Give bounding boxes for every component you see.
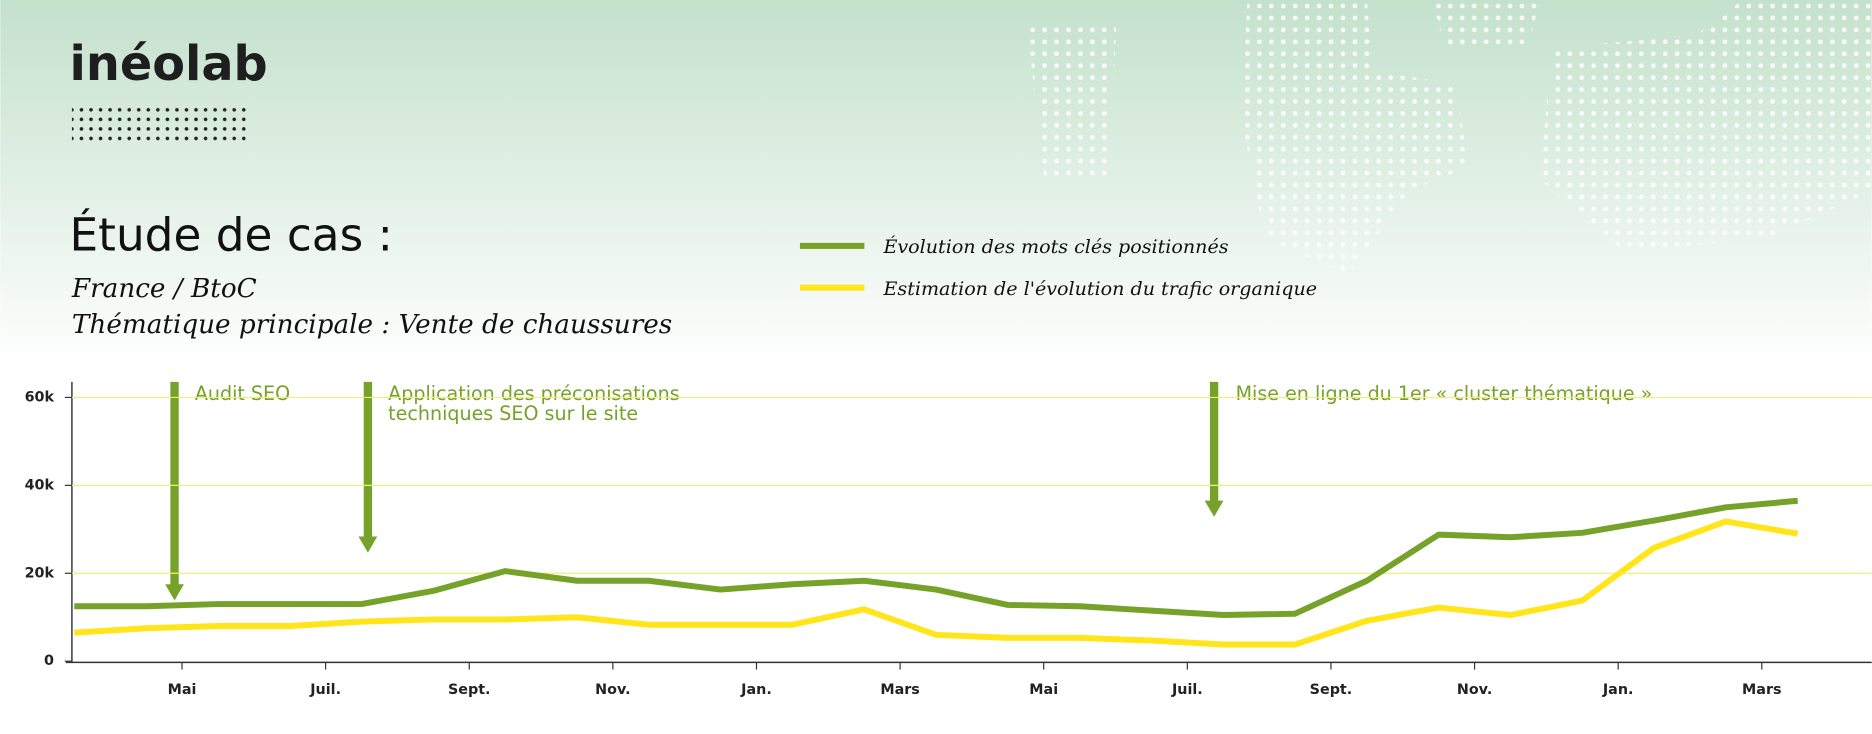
x-tick-label: Nov. — [1457, 682, 1492, 698]
y-tick-label: 60k — [25, 389, 55, 405]
annotation: Mise en ligne du 1er « cluster thématiqu… — [1236, 382, 1653, 405]
x-tick-label: Jan. — [1602, 682, 1634, 698]
x-tick-label: Sept. — [1310, 682, 1353, 698]
x-tick-label: Nov. — [595, 682, 630, 698]
x-tick-label: Jan. — [740, 682, 772, 698]
x-tick-label: Mars — [880, 682, 919, 698]
series-line — [74, 518, 1799, 648]
y-tick-label: 20k — [25, 565, 55, 581]
legend-label: Estimation de l'évolution du trafic orga… — [882, 277, 1317, 300]
annotation-arrows — [165, 381, 1224, 601]
legend-label: Évolution des mots clés positionnés — [882, 235, 1228, 258]
x-tick-label: Juil. — [309, 682, 341, 698]
x-tick-label: Mai — [168, 682, 197, 698]
annotation: Audit SEO — [195, 382, 290, 405]
y-tick-label: 40k — [25, 477, 55, 493]
decoration — [71, 0, 1872, 275]
title: Étude de cas : — [70, 208, 393, 262]
x-tick-label: Juil. — [1171, 682, 1203, 698]
annotation: Application des préconisations — [388, 382, 680, 405]
y-tick-label: 0 — [44, 653, 54, 669]
x-tick-label: Mars — [1742, 682, 1781, 698]
x-tick-label: Sept. — [448, 682, 491, 698]
subtitle: Thématique principale : Vente de chaussu… — [72, 310, 672, 340]
brand: inéolab — [70, 37, 268, 92]
subtitle: France / BtoC — [71, 274, 257, 304]
series-line — [74, 497, 1798, 619]
annotation: techniques SEO sur le site — [388, 402, 638, 425]
x-tick-label: Mai — [1029, 682, 1058, 698]
